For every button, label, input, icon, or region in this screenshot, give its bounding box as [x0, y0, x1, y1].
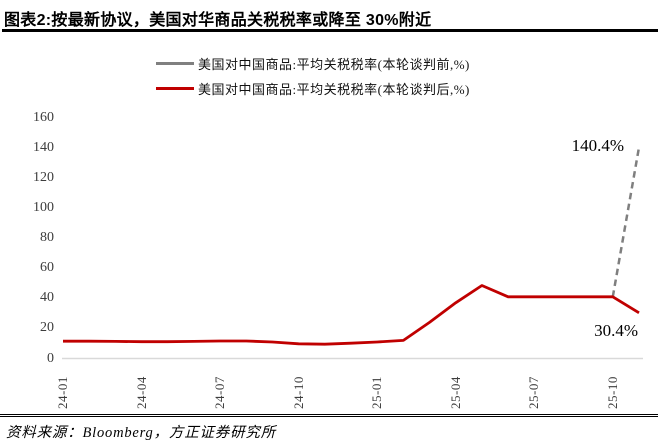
y-tick-label: 80 [40, 230, 54, 246]
y-tick-label: 160 [33, 109, 54, 125]
x-tick-label: 24-01 [55, 376, 70, 409]
legend: 美国对中国商品:平均关税税率(本轮谈判前,%) 美国对中国商品:平均关税税率(本… [156, 54, 470, 97]
y-tick-label: 60 [40, 260, 54, 276]
y-tick-label: 40 [40, 290, 54, 306]
y-tick-label: 140 [33, 139, 54, 155]
y-tick-label: 120 [33, 169, 54, 185]
series-line-after-talks [63, 284, 640, 346]
x-tick-label: 25-07 [526, 376, 542, 409]
annotation-after-talks-value: 30.4% [594, 321, 638, 340]
red-line-swatch-icon [156, 86, 194, 90]
x-tick-label: 24-07 [212, 376, 228, 409]
legend-label-before-talks: 美国对中国商品:平均关税税率(本轮谈判前,%) [198, 56, 470, 72]
y-tick-label: 20 [40, 320, 54, 336]
chart-title: 图表2:按最新协议，美国对华商品关税税率或降至 30%附近 [4, 12, 432, 29]
x-tick-label: 25-04 [447, 376, 463, 409]
series-line-before-talks [611, 147, 641, 298]
x-tick-label: 25-01 [369, 376, 385, 409]
footer-divider [0, 414, 658, 417]
y-tick-label: 0 [47, 350, 54, 366]
source-note: 资料来源：Bloomberg，方正证券研究所 [6, 425, 276, 441]
x-tick-label: 24-04 [133, 376, 149, 409]
title-underline [2, 29, 658, 32]
legend-item-before-talks: 美国对中国商品:平均关税税率(本轮谈判前,%) [156, 54, 470, 72]
x-tick-label: 24-10 [290, 376, 306, 409]
y-tick-label: 100 [33, 200, 54, 216]
legend-item-after-talks: 美国对中国商品:平均关税税率(本轮谈判后,%) [156, 79, 470, 97]
gray-line-swatch-icon [156, 61, 194, 65]
annotation-before-talks-value: 140.4% [571, 136, 624, 155]
x-tick-label: 25-10 [604, 376, 620, 409]
legend-label-after-talks: 美国对中国商品:平均关税税率(本轮谈判后,%) [198, 81, 470, 97]
